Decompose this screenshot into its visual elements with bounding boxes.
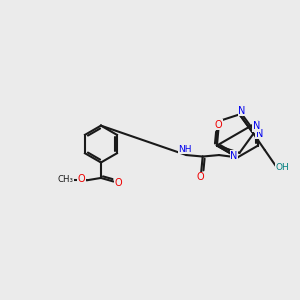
Text: NH: NH [178,145,192,154]
Text: OH: OH [276,163,289,172]
Text: O: O [114,178,122,188]
Text: N: N [230,151,238,161]
Text: O: O [197,172,204,182]
Text: O: O [78,174,86,184]
Text: O: O [214,120,222,130]
Text: CH₃: CH₃ [57,175,73,184]
Text: N: N [253,121,260,131]
Text: N: N [238,106,246,116]
Text: N: N [256,129,263,139]
